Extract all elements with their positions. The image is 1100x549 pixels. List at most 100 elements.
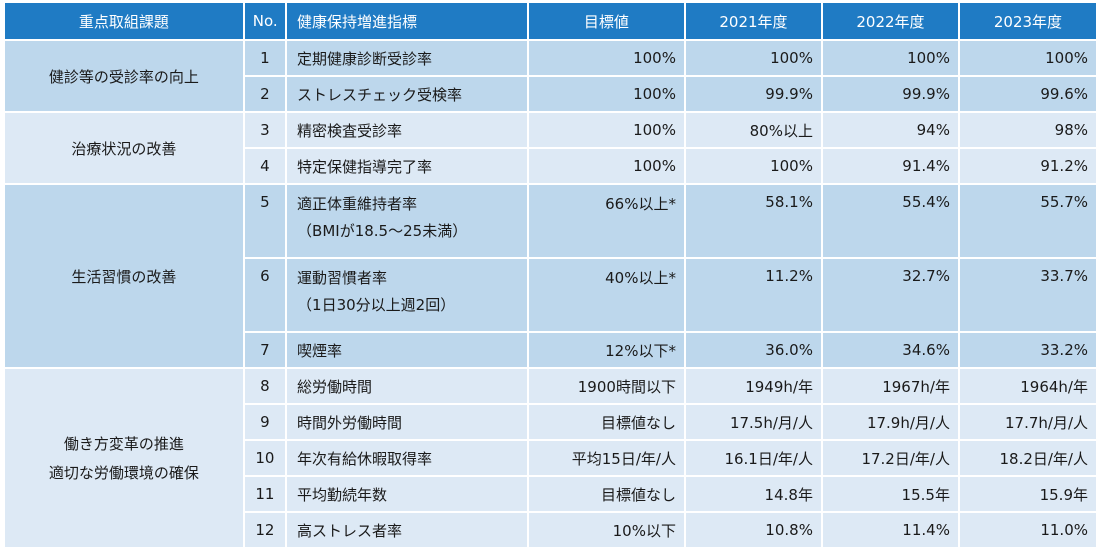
row-2021: 10.8% — [685, 513, 821, 549]
row-2021: 11.2% — [685, 259, 821, 333]
row-target: 100% — [528, 77, 684, 113]
row-2022: 91.4% — [822, 149, 958, 185]
row-no: 2 — [244, 77, 286, 113]
row-indicator: 年次有給休暇取得率 — [287, 441, 527, 477]
table-row: 6 運動習慣者率 （1日30分以上週2回） 40%以上* 11.2% 32.7%… — [5, 259, 1096, 333]
header-row: 重点取組課題 No. 健康保持増進指標 目標値 2021年度 2022年度 20… — [5, 3, 1096, 41]
row-indicator: 総労働時間 — [287, 369, 527, 405]
row-2021: 58.1% — [685, 185, 821, 259]
row-2023: 33.2% — [959, 333, 1096, 369]
row-2023: 15.9年 — [959, 477, 1096, 513]
row-no: 8 — [244, 369, 286, 405]
table-row: 働き方変革の推進 適切な労働環境の確保 8 総労働時間 1900時間以下 194… — [5, 369, 1096, 549]
table-row: 生活習慣の改善 5 適正体重維持者率 （BMIが18.5〜25未満） 66%以上… — [5, 185, 1096, 369]
row-2023: 100% — [959, 41, 1096, 77]
row-2023: 91.2% — [959, 149, 1096, 185]
row-no: 6 — [244, 259, 286, 333]
row-2023: 98% — [959, 113, 1096, 149]
row-2023: 17.7h/月/人 — [959, 405, 1096, 441]
row-2023: 99.6% — [959, 77, 1096, 113]
row-2021: 16.1日/年/人 — [685, 441, 821, 477]
row-target: 100% — [528, 113, 684, 149]
row-indicator: 定期健康診断受診率 — [287, 41, 527, 77]
row-indicator-main: 運動習慣者率 — [297, 269, 388, 287]
row-2022: 1967h/年 — [822, 369, 958, 405]
row-2022: 99.9% — [822, 77, 958, 113]
row-no: 11 — [244, 477, 286, 513]
row-no: 1 — [244, 41, 286, 77]
row-indicator: 精密検査受診率 — [287, 113, 527, 149]
row-target: 10%以下 — [528, 513, 684, 549]
header-no: No. — [244, 3, 286, 41]
row-indicator: 平均勤続年数 — [287, 477, 527, 513]
category-cell: 治療状況の改善 — [5, 113, 243, 185]
row-target: 目標値なし — [528, 477, 684, 513]
row-2021: 1949h/年 — [685, 369, 821, 405]
row-target: 1900時間以下 — [528, 369, 684, 405]
row-target: 66%以上* — [528, 185, 684, 259]
row-indicator: 喫煙率 — [287, 333, 527, 369]
row-2022: 94% — [822, 113, 958, 149]
row-indicator-sub: （BMIが18.5〜25未満） — [297, 222, 468, 240]
table-row: 4 特定保健指導完了率 100% 100% 91.4% 91.2% — [5, 149, 1096, 185]
row-target: 100% — [528, 41, 684, 77]
header-target: 目標値 — [528, 3, 684, 41]
row-indicator-main: 適正体重維持者率 — [297, 195, 418, 213]
row-indicator: 高ストレス者率 — [287, 513, 527, 549]
row-indicator-sub: （1日30分以上週2回） — [297, 296, 456, 314]
row-indicator: 特定保健指導完了率 — [287, 149, 527, 185]
header-category: 重点取組課題 — [5, 3, 243, 41]
row-no: 4 — [244, 149, 286, 185]
category-line-1: 働き方変革の推進 — [63, 435, 184, 453]
row-target: 平均15日/年/人 — [528, 441, 684, 477]
table-row: 治療状況の改善 3 精密検査受診率 100% 80%以上 94% 98% — [5, 113, 1096, 185]
category-cell: 働き方変革の推進 適切な労働環境の確保 — [5, 369, 243, 549]
row-target: 目標値なし — [528, 405, 684, 441]
header-indicator: 健康保持増進指標 — [287, 3, 527, 41]
row-2022: 17.2日/年/人 — [822, 441, 958, 477]
row-indicator: ストレスチェック受検率 — [287, 77, 527, 113]
row-no: 7 — [244, 333, 286, 369]
row-2021: 80%以上 — [685, 113, 821, 149]
row-no: 12 — [244, 513, 286, 549]
row-2022: 17.9h/月/人 — [822, 405, 958, 441]
table-row: 健診等の受診率の向上 1 定期健康診断受診率 100% 100% 100% 10… — [5, 41, 1096, 113]
header-2023: 2023年度 — [959, 3, 1096, 41]
row-no: 9 — [244, 405, 286, 441]
table-row: 7 喫煙率 12%以下* 36.0% 34.6% 33.2% — [5, 333, 1096, 369]
row-no: 5 — [244, 185, 286, 259]
row-2023: 1964h/年 — [959, 369, 1096, 405]
category-cell: 健診等の受診率の向上 — [5, 41, 243, 113]
table-row: 10 年次有給休暇取得率 平均15日/年/人 16.1日/年/人 17.2日/年… — [5, 441, 1096, 477]
row-2021: 100% — [685, 149, 821, 185]
row-2022: 15.5年 — [822, 477, 958, 513]
row-2022: 100% — [822, 41, 958, 77]
row-2023: 11.0% — [959, 513, 1096, 549]
row-2021: 14.8年 — [685, 477, 821, 513]
header-2021: 2021年度 — [685, 3, 821, 41]
row-2022: 34.6% — [822, 333, 958, 369]
row-2023: 33.7% — [959, 259, 1096, 333]
table-row: 9 時間外労働時間 目標値なし 17.5h/月/人 17.9h/月/人 17.7… — [5, 405, 1096, 441]
row-indicator: 適正体重維持者率 （BMIが18.5〜25未満） — [287, 185, 527, 259]
health-indicators-table: 重点取組課題 No. 健康保持増進指標 目標値 2021年度 2022年度 20… — [3, 3, 1098, 549]
row-2021: 17.5h/月/人 — [685, 405, 821, 441]
row-2022: 32.7% — [822, 259, 958, 333]
row-2022: 55.4% — [822, 185, 958, 259]
row-2023: 18.2日/年/人 — [959, 441, 1096, 477]
row-no: 10 — [244, 441, 286, 477]
row-2023: 55.7% — [959, 185, 1096, 259]
row-indicator: 運動習慣者率 （1日30分以上週2回） — [287, 259, 527, 333]
row-target: 40%以上* — [528, 259, 684, 333]
row-indicator: 時間外労働時間 — [287, 405, 527, 441]
row-target: 100% — [528, 149, 684, 185]
row-2021: 99.9% — [685, 77, 821, 113]
table-row: 11 平均勤続年数 目標値なし 14.8年 15.5年 15.9年 — [5, 477, 1096, 513]
row-no: 3 — [244, 113, 286, 149]
header-2022: 2022年度 — [822, 3, 958, 41]
row-2021: 36.0% — [685, 333, 821, 369]
category-line-2: 適切な労働環境の確保 — [48, 464, 199, 482]
category-cell: 生活習慣の改善 — [5, 185, 243, 369]
row-2022: 11.4% — [822, 513, 958, 549]
table-row: 2 ストレスチェック受検率 100% 99.9% 99.9% 99.6% — [5, 77, 1096, 113]
